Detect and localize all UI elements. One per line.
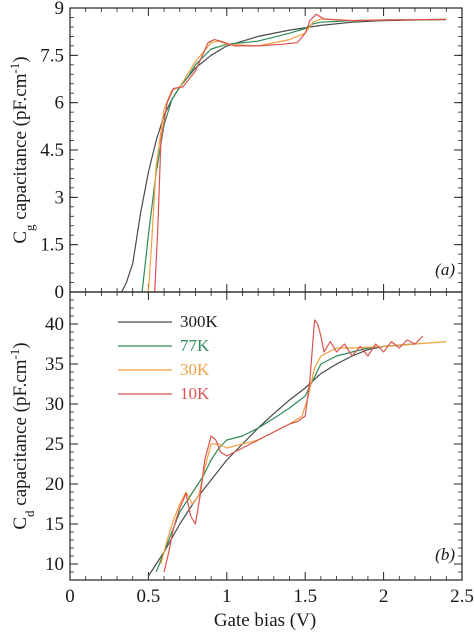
y-tick-label: 15 — [45, 514, 64, 535]
panel-b: 10 15 20 25 30 35 40 0 0.5 1 1.5 2 2.5 300K 77K 30K 10K… — [45, 291, 474, 607]
series-10K-line — [163, 319, 424, 573]
series-30K-line — [160, 341, 447, 565]
y-tick-label: 7.5 — [40, 45, 64, 66]
y-tick-label: 4.5 — [40, 140, 64, 161]
x-tick-label: 1 — [222, 586, 232, 607]
panel-a-label: (a) — [435, 260, 455, 279]
legend-label-77K: 77K — [180, 336, 210, 355]
panel-b-series — [147, 319, 447, 577]
x-tick-label: 0 — [65, 586, 75, 607]
series-300K-line — [147, 343, 416, 577]
x-tick-label: 2.5 — [450, 586, 474, 607]
y-tick-label: 1.5 — [40, 235, 64, 256]
y-tick-label: 35 — [45, 354, 64, 375]
legend-label-10K: 10K — [180, 384, 210, 403]
panel-b-ticks: 10 15 20 25 30 35 40 0 0.5 1 1.5 2 2.5 — [45, 291, 474, 607]
panel-a-y-axis-title: Cg capacitance (pF.cm-1) — [7, 56, 37, 243]
y-tick-label: 10 — [45, 554, 64, 575]
legend: 300K 77K 30K 10K — [118, 312, 219, 403]
y-tick-label: 20 — [45, 474, 64, 495]
y-tick-label: 40 — [45, 314, 64, 335]
y-tick-label: 6 — [55, 93, 65, 114]
series-10K-line — [154, 13, 447, 293]
panel-a-ticks: 0 1.5 3 4.5 6 7.5 9 — [40, 0, 463, 303]
panel-b-label: (b) — [435, 545, 455, 564]
legend-label-300K: 300K — [180, 312, 219, 331]
y-tick-label: 0 — [55, 282, 65, 303]
series-77K-line — [155, 343, 416, 573]
y-tick-label: 30 — [45, 394, 64, 415]
panel-b-y-axis-title: Cd capacitance (pF.cm-1) — [7, 342, 37, 529]
x-axis-title: Gate bias (V) — [214, 610, 316, 631]
x-tick-label: 2 — [379, 586, 389, 607]
series-77K-line — [141, 18, 447, 293]
panel-a-series — [121, 13, 447, 293]
series-30K-line — [147, 18, 447, 293]
x-tick-label: 1.5 — [293, 586, 317, 607]
series-300K-line — [121, 19, 447, 293]
legend-label-30K: 30K — [180, 360, 210, 379]
y-tick-label: 9 — [55, 0, 65, 19]
panel-a-frame — [69, 7, 463, 293]
panel-a: 0 1.5 3 4.5 6 7.5 9 (a) — [40, 0, 463, 303]
x-tick-label: 0.5 — [137, 586, 161, 607]
y-tick-label: 25 — [45, 434, 64, 455]
y-tick-label: 3 — [55, 187, 65, 208]
